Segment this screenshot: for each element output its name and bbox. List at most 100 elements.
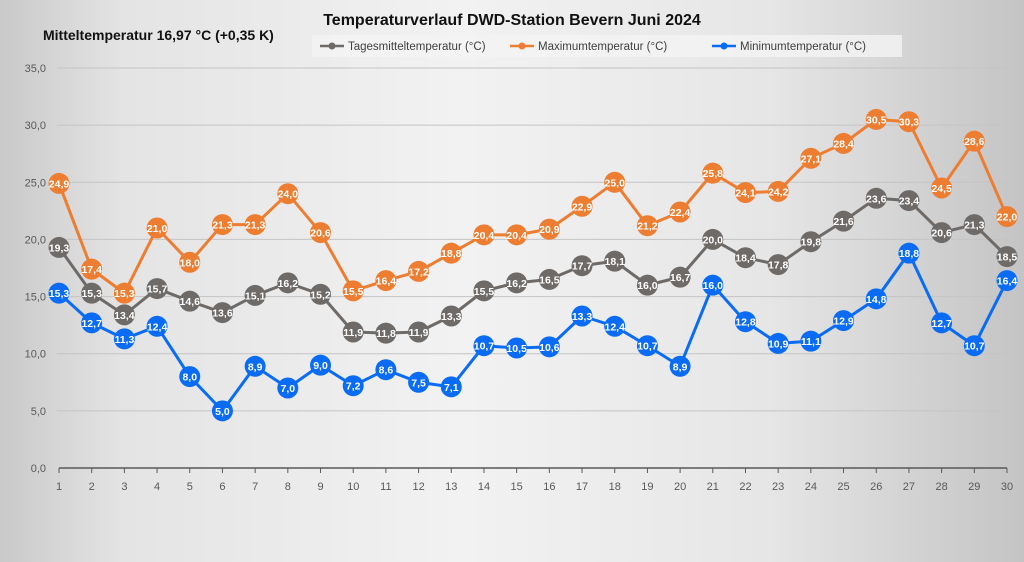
- x-tick-label: 10: [347, 481, 359, 493]
- data-label: 10,7: [964, 341, 985, 353]
- data-point: [963, 335, 985, 357]
- data-point: [473, 280, 495, 302]
- data-label: 13,6: [212, 308, 233, 320]
- x-tick-label: 18: [609, 481, 621, 493]
- data-label: 15,5: [343, 286, 364, 298]
- data-point: [310, 222, 332, 244]
- data-point: [179, 251, 201, 273]
- data-point: [408, 371, 430, 393]
- y-tick-label: 15,0: [25, 292, 46, 304]
- data-point: [669, 201, 691, 223]
- data-point: [865, 288, 887, 310]
- data-point: [244, 284, 266, 306]
- data-label: 17,7: [572, 261, 593, 273]
- data-label: 12,9: [833, 316, 854, 328]
- data-point: [538, 336, 560, 358]
- y-tick-label: 30,0: [25, 120, 46, 132]
- x-tick-label: 14: [478, 481, 490, 493]
- data-label: 16,7: [670, 272, 691, 284]
- x-tick-label: 9: [317, 481, 323, 493]
- data-label: 10,9: [768, 338, 789, 350]
- data-label: 17,4: [81, 264, 102, 276]
- chart-subtitle: Mitteltemperatur 16,97 °C (+0,35 K): [43, 27, 274, 43]
- data-label: 10,7: [637, 341, 658, 353]
- data-point: [310, 354, 332, 376]
- data-point: [473, 335, 495, 357]
- x-tick-label: 7: [252, 481, 258, 493]
- data-label: 18,8: [899, 248, 920, 260]
- data-point: [767, 332, 789, 354]
- y-tick-label: 20,0: [25, 234, 46, 246]
- data-point: [604, 315, 626, 337]
- data-point: [211, 214, 233, 236]
- data-label: 10,5: [506, 343, 527, 355]
- data-label: 18,4: [735, 253, 756, 265]
- data-point: [211, 400, 233, 422]
- data-point: [81, 312, 103, 334]
- data-label: 24,2: [768, 186, 789, 198]
- data-point: [800, 330, 822, 352]
- data-point: [277, 183, 299, 205]
- data-label: 7,1: [444, 382, 459, 394]
- series-line: [57, 251, 1009, 413]
- data-label: 9,0: [313, 360, 328, 372]
- x-tick-label: 21: [707, 481, 719, 493]
- data-label: 20,9: [539, 224, 560, 236]
- data-point: [113, 304, 135, 326]
- data-label: 17,8: [768, 260, 789, 272]
- data-label: 16,0: [637, 280, 658, 292]
- data-label: 20,4: [506, 230, 527, 242]
- data-label: 12,8: [735, 317, 756, 329]
- data-point: [833, 210, 855, 232]
- data-label: 10,7: [474, 341, 495, 353]
- data-point: [636, 335, 658, 357]
- data-point: [146, 315, 168, 337]
- x-tick-label: 12: [412, 481, 424, 493]
- x-tick-label: 15: [511, 481, 523, 493]
- y-axis: 0,0 5,0 10,0 15,0 20,0 25,0 30,0 35,0: [25, 63, 46, 475]
- data-label: 14,6: [180, 296, 201, 308]
- y-tick-label: 0,0: [31, 463, 46, 475]
- y-tick-label: 5,0: [31, 406, 46, 418]
- data-label: 23,4: [899, 196, 920, 208]
- data-label: 10,6: [539, 342, 560, 354]
- legend-label: Maximumtemperatur (°C): [538, 41, 667, 53]
- series-0: 19,3 15,3 13,4 15,7 14,6 13,6 15,1 16,2 15,2 11,9…: [48, 187, 1018, 344]
- data-label: 21,3: [245, 220, 266, 232]
- data-point: [342, 321, 364, 343]
- data-label: 22,4: [670, 207, 691, 219]
- data-point: [244, 214, 266, 236]
- data-label: 15,2: [310, 289, 331, 301]
- data-label: 12,4: [605, 321, 626, 333]
- legend-label: Minimumtemperatur (°C): [740, 41, 866, 53]
- data-point: [931, 312, 953, 334]
- x-tick-label: 16: [543, 481, 555, 493]
- data-label: 11,9: [343, 327, 363, 339]
- x-tick-label: 30: [1001, 481, 1013, 493]
- series-group: 19,3 15,3 13,4 15,7 14,6 13,6 15,1 16,2 15,2 11,9…: [48, 108, 1018, 422]
- x-tick-label: 25: [837, 481, 849, 493]
- data-label: 22,9: [572, 201, 593, 213]
- data-point: [800, 231, 822, 253]
- data-label: 20,4: [474, 230, 495, 242]
- legend-label: Tagesmitteltemperatur (°C): [348, 41, 486, 53]
- data-label: 21,3: [212, 220, 233, 232]
- data-label: 15,3: [81, 288, 102, 300]
- data-point: [113, 328, 135, 350]
- data-point: [734, 182, 756, 204]
- x-tick-label: 17: [576, 481, 588, 493]
- data-label: 22,0: [997, 212, 1018, 224]
- legend: Tagesmitteltemperatur (°C) Maximumtempera…: [312, 35, 902, 57]
- data-label: 25,0: [605, 177, 626, 189]
- data-label: 7,5: [411, 377, 426, 389]
- data-point: [636, 274, 658, 296]
- legend-background: [312, 35, 902, 57]
- data-label: 18,5: [997, 252, 1018, 264]
- x-tick-label: 8: [285, 481, 291, 493]
- data-point: [571, 305, 593, 327]
- x-axis: 1 2 3 4 5 6 7 8 9 10 11 12 13 14 15 16 17 18 19 20 21 22 23 24 2…: [56, 467, 1013, 493]
- data-point: [179, 366, 201, 388]
- data-point: [211, 302, 233, 324]
- x-tick-label: 1: [56, 481, 62, 493]
